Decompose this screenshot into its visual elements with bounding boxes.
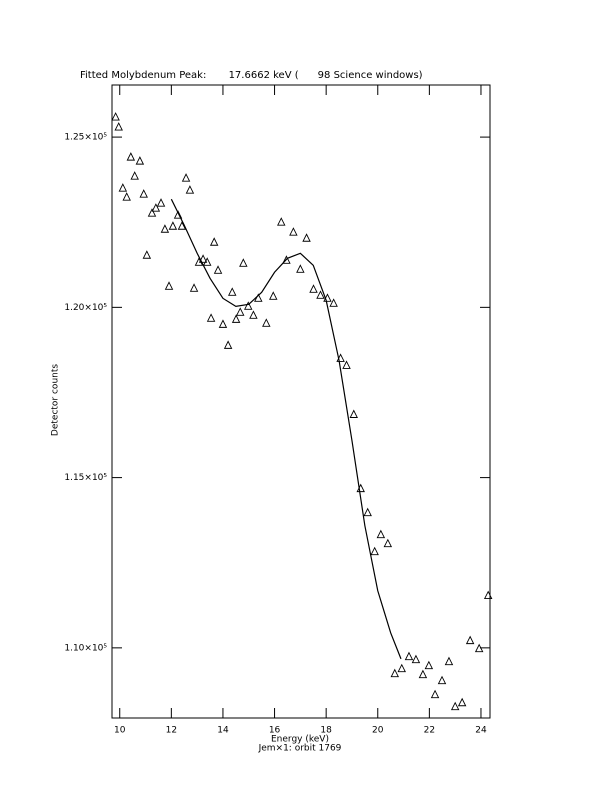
y-tick-label: 1.15×10⁵	[64, 473, 107, 483]
data-point	[282, 255, 291, 264]
chart-title: Fitted Molybdenum Peak: 17.6662 keV ( 98…	[80, 70, 423, 81]
data-point	[218, 319, 228, 328]
y-tick-label: 1.10×10⁵	[64, 643, 107, 653]
data-point	[244, 301, 253, 310]
plot-frame	[111, 84, 491, 719]
x-tick-label: 20	[372, 726, 384, 736]
y-tick-label: 1.20×10⁵	[64, 303, 107, 313]
data-point	[198, 254, 208, 263]
data-point	[474, 643, 484, 653]
data-point	[370, 546, 379, 556]
data-point	[404, 651, 414, 661]
data-point	[444, 656, 454, 666]
data-point	[418, 669, 428, 679]
data-point	[139, 189, 148, 198]
data-point	[450, 701, 460, 711]
x-tick-label: 24	[475, 726, 487, 736]
data-point	[168, 221, 178, 230]
data-point	[177, 221, 187, 230]
data-point	[156, 198, 166, 207]
data-point	[302, 233, 311, 242]
data-point	[269, 291, 278, 300]
data-point	[249, 310, 258, 319]
x-axis-label: Energy (keV)	[271, 735, 329, 745]
data-point	[316, 290, 325, 299]
data-point	[185, 185, 195, 194]
x-tick-label: 22	[424, 726, 435, 736]
data-point	[411, 654, 421, 664]
data-point	[209, 237, 219, 246]
data-point	[430, 689, 440, 699]
y-tick-label: 1.25×10⁵	[64, 133, 107, 143]
data-point	[397, 663, 406, 673]
x-tick-label: 16	[269, 726, 281, 736]
data-point	[114, 122, 123, 131]
data-point	[390, 668, 400, 678]
y-axis-label: Detector counts	[51, 364, 61, 436]
data-point	[135, 156, 145, 165]
x-axis-sublabel: Jem×1: orbit 1769	[258, 744, 342, 754]
data-point	[181, 173, 191, 182]
x-tick-label: 14	[217, 726, 229, 736]
data-point	[457, 697, 467, 707]
data-point	[262, 318, 271, 327]
data-point	[309, 284, 318, 293]
data-point	[164, 281, 174, 290]
data-point	[424, 660, 434, 670]
data-point	[376, 529, 386, 539]
data-point	[239, 258, 248, 267]
data-point	[483, 590, 493, 600]
data-point	[151, 203, 161, 212]
data-point	[126, 152, 136, 161]
data-point	[160, 224, 170, 233]
data-point	[130, 171, 139, 180]
data-point	[194, 257, 204, 266]
data-point	[437, 675, 447, 685]
data-point	[213, 265, 223, 274]
data-point	[236, 307, 245, 316]
data-point	[231, 314, 241, 323]
x-tick-label: 18	[320, 726, 332, 736]
data-point	[329, 298, 338, 307]
data-point	[206, 313, 216, 322]
x-tick-label: 12	[166, 726, 177, 736]
data-point	[111, 112, 120, 121]
x-tick-label: 10	[114, 726, 126, 736]
data-point	[383, 538, 393, 548]
data-point	[223, 340, 233, 349]
data-point	[118, 183, 128, 192]
data-point	[228, 287, 237, 296]
data-point	[296, 264, 305, 273]
data-point	[289, 227, 298, 236]
data-point	[363, 507, 372, 517]
data-point	[189, 283, 199, 292]
data-point	[173, 210, 183, 219]
data-point	[202, 257, 212, 266]
data-point	[465, 635, 475, 645]
data-point	[147, 208, 157, 217]
data-point	[349, 409, 358, 418]
data-point	[142, 250, 152, 259]
fit-line	[170, 198, 402, 660]
data-point	[122, 192, 131, 201]
data-point	[342, 360, 351, 369]
data-point	[277, 217, 286, 226]
